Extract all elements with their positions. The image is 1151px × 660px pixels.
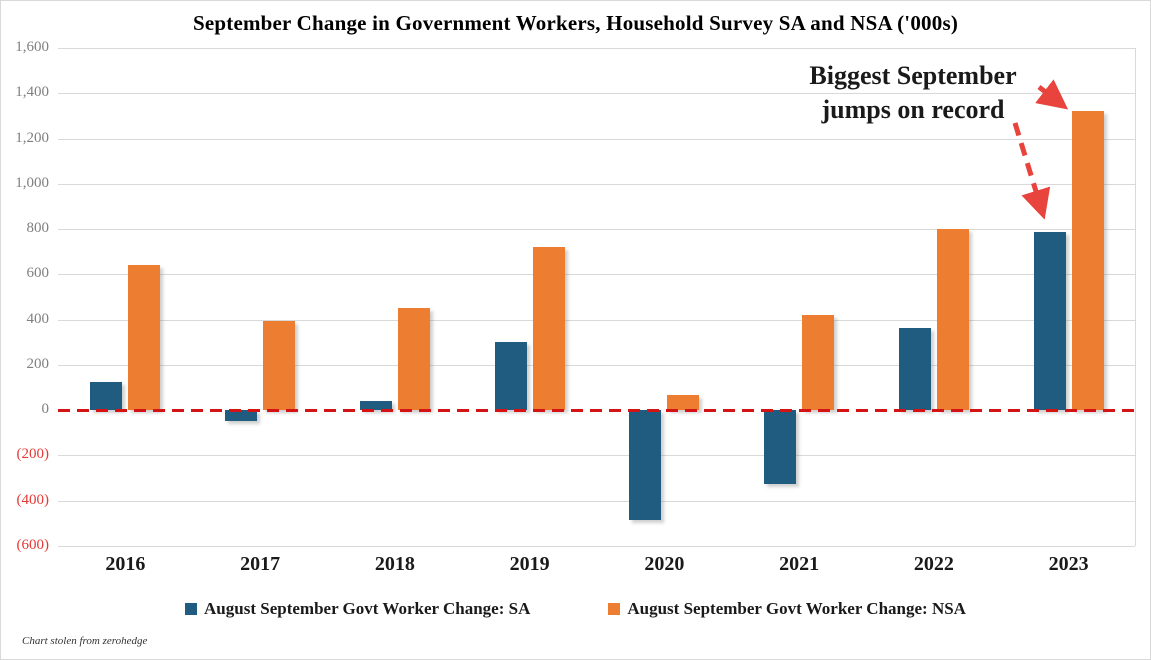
- x-tick-label-2017: 2017: [240, 553, 281, 575]
- y-tick-label: 800: [26, 220, 50, 237]
- bar-2021-nsa: [802, 315, 835, 411]
- legend-label: August September Govt Worker Change: NSA: [627, 599, 966, 618]
- annotation-line-2: jumps on record: [821, 94, 1005, 124]
- y-tick-label: (600): [16, 537, 50, 553]
- y-tick-label: 1,200: [15, 129, 49, 146]
- zero-dashed-line: [58, 409, 1135, 413]
- gridline: [58, 93, 1135, 95]
- y-tick-label: 200: [26, 355, 50, 372]
- x-tick-label-2018: 2018: [374, 553, 415, 575]
- bar-2018-nsa: [397, 308, 430, 411]
- y-tick-label: 1,600: [15, 39, 49, 55]
- y-tick-label: 600: [26, 265, 50, 282]
- bar-2022-nsa: [936, 229, 969, 411]
- gridline: [58, 183, 1135, 185]
- bar-2018-sa: [359, 401, 392, 411]
- y-tick-label: 1,000: [15, 174, 49, 191]
- gridline: [58, 229, 1135, 231]
- bar-2016-sa: [90, 381, 123, 411]
- y-tick-label: (200): [16, 446, 50, 463]
- gridline: [58, 138, 1135, 140]
- y-tick-label: (400): [16, 491, 50, 508]
- x-tick-label-2016: 2016: [105, 553, 146, 575]
- gridline: [58, 319, 1135, 321]
- legend-item-sa: August September Govt Worker Change: SA: [185, 599, 530, 619]
- annotation-text: Biggest September jumps on record: [743, 59, 1083, 127]
- y-tick-label: 0: [41, 401, 50, 418]
- gridline: [58, 48, 1135, 49]
- chart-title: September Change in Government Workers, …: [192, 11, 959, 35]
- bar-2020-sa: [629, 410, 662, 520]
- bar-2022-sa: [898, 327, 931, 411]
- legend-label: August September Govt Worker Change: SA: [204, 599, 531, 618]
- gridline: [58, 364, 1135, 366]
- x-tick-label-2021: 2021: [779, 553, 820, 575]
- bar-2019-sa: [494, 342, 527, 411]
- legend: August September Govt Worker Change: SA A…: [1, 599, 1150, 619]
- bar-2020-nsa: [667, 395, 700, 411]
- x-tick-label-2020: 2020: [644, 553, 685, 575]
- x-tick-label-2019: 2019: [509, 553, 550, 575]
- gridline: [58, 500, 1135, 502]
- legend-swatch-icon: [185, 603, 198, 615]
- legend-item-nsa: August September Govt Worker Change: NSA: [608, 599, 966, 619]
- plot-area: [58, 48, 1136, 547]
- bar-2017-nsa: [263, 320, 296, 411]
- gridline: [58, 546, 1135, 547]
- gridline: [58, 455, 1135, 457]
- bar-2023-sa: [1033, 232, 1066, 411]
- legend-swatch-icon: [608, 603, 621, 615]
- x-tick-label-2022: 2022: [913, 553, 954, 575]
- bar-2017-sa: [225, 410, 258, 422]
- annotation-line-1: Biggest September: [809, 61, 1017, 90]
- bar-2023-nsa: [1071, 111, 1104, 411]
- x-tick-label-2023: 2023: [1048, 553, 1089, 575]
- y-tick-label: 1,400: [15, 84, 49, 101]
- bar-2016-nsa: [128, 265, 161, 411]
- gridline: [58, 274, 1135, 276]
- bar-2021-sa: [764, 410, 797, 484]
- y-tick-label: 400: [26, 310, 50, 327]
- bar-2019-nsa: [532, 247, 565, 411]
- footnote-credit: Chart stolen from zerohedge: [22, 635, 148, 647]
